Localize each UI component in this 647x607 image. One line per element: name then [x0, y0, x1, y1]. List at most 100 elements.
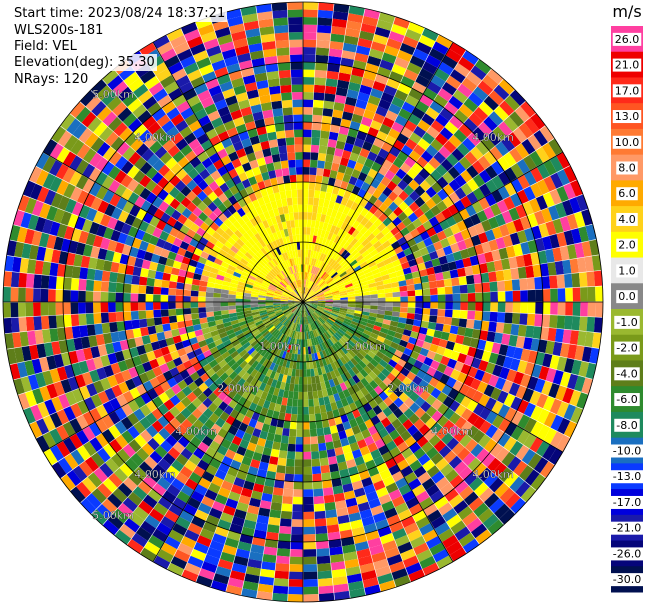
range-gate-cell [277, 314, 285, 320]
range-gate-cell [252, 266, 261, 274]
range-gate-cell [529, 198, 541, 213]
range-gate-cell [303, 309, 306, 317]
range-gate-cell [95, 418, 109, 433]
range-gate-cell [398, 201, 409, 212]
range-gate-cell [128, 77, 144, 93]
range-gate-cell [364, 374, 374, 384]
range-gate-cell [377, 148, 389, 159]
range-gate-cell [328, 539, 342, 549]
range-gate-cell [539, 461, 555, 478]
range-gate-cell [326, 184, 334, 194]
range-gate-cell [133, 183, 146, 196]
range-gate-cell [320, 315, 328, 321]
range-gate-cell [273, 305, 281, 309]
range-gate-cell [333, 333, 341, 341]
range-gate-cell [157, 176, 169, 189]
range-gate-cell [526, 313, 536, 326]
range-gate-cell [265, 470, 277, 480]
range-gate-cell [222, 505, 236, 516]
range-gate-cell [318, 577, 333, 587]
range-gate-cell [308, 307, 315, 313]
range-gate-cell [423, 503, 438, 517]
range-gate-cell [348, 246, 356, 255]
range-gate-cell [161, 280, 170, 288]
range-gate-cell [240, 258, 249, 266]
range-gate-cell [97, 483, 113, 499]
range-gate-cell [317, 17, 333, 26]
range-gate-cell [374, 257, 384, 265]
range-gate-cell [108, 312, 117, 323]
range-gate-cell [272, 267, 280, 275]
range-gate-cell [394, 56, 410, 69]
range-gate-cell [181, 339, 191, 348]
range-gate-cell [33, 302, 41, 317]
range-gate-cell [303, 9, 318, 18]
range-gate-cell [89, 369, 100, 383]
range-gate-cell [273, 297, 281, 300]
range-gate-cell [354, 310, 363, 315]
range-gate-cell [290, 242, 295, 251]
range-gate-cell [55, 302, 64, 315]
range-gate-cell [327, 355, 334, 364]
range-gate-cell [321, 314, 329, 320]
range-gate-cell [75, 159, 89, 175]
range-gate-cell [378, 347, 388, 355]
range-gate-cell [136, 345, 147, 356]
range-gate-cell [537, 408, 550, 425]
range-gate-cell [229, 316, 238, 322]
range-gate-cell [49, 160, 63, 177]
range-gate-cell [176, 490, 191, 504]
range-gate-cell [88, 335, 98, 348]
colorbar-tick-bg [616, 290, 638, 304]
range-gate-cell [372, 80, 386, 92]
range-gate-cell [141, 442, 155, 456]
range-gate-cell [464, 266, 474, 276]
range-gate-cell [491, 249, 501, 262]
range-gate-cell [378, 248, 388, 257]
range-gate-cell [205, 514, 220, 527]
range-gate-cell [201, 121, 215, 134]
range-gate-cell [357, 501, 371, 512]
range-gate-cell [99, 462, 114, 478]
range-gate-cell [454, 187, 467, 200]
range-gate-cell [345, 283, 353, 289]
range-gate-cell [136, 447, 150, 462]
range-gate-cell [183, 302, 191, 309]
range-gate-cell [317, 305, 326, 308]
range-gate-cell [524, 117, 540, 134]
range-gate-cell [344, 318, 353, 324]
range-gate-cell [479, 330, 489, 341]
range-gate-cell [303, 77, 315, 85]
range-gate-cell [291, 307, 298, 313]
range-gate-cell [268, 285, 277, 290]
range-gate-cell [303, 421, 310, 430]
range-gate-cell [273, 276, 281, 284]
range-gate-cell [381, 141, 393, 153]
range-gate-cell [326, 207, 333, 217]
range-gate-cell [498, 247, 509, 260]
range-gate-cell [296, 288, 301, 296]
range-gate-cell [247, 128, 259, 138]
range-gate-cell [126, 255, 137, 267]
range-gate-cell [385, 262, 394, 270]
range-gate-cell [408, 503, 423, 516]
range-gate-cell [286, 344, 292, 353]
range-gate-cell [550, 288, 558, 302]
range-gate-cell [185, 442, 198, 454]
range-gate-cell [236, 264, 245, 272]
range-gate-cell [271, 494, 283, 504]
range-gate-cell [416, 224, 427, 235]
range-gate-cell [431, 181, 443, 194]
range-gate-cell [132, 328, 142, 338]
range-gate-cell [456, 142, 470, 157]
range-gate-cell [391, 240, 401, 250]
range-gate-cell [88, 422, 102, 437]
range-gate-cell [501, 451, 516, 467]
range-gate-cell [300, 257, 303, 265]
range-gate-cell [347, 128, 359, 138]
range-gate-cell [414, 313, 423, 321]
range-gate-cell [56, 147, 70, 164]
range-gate-cell [295, 369, 300, 377]
range-gate-cell [279, 442, 289, 452]
range-gate-cell [311, 466, 322, 475]
